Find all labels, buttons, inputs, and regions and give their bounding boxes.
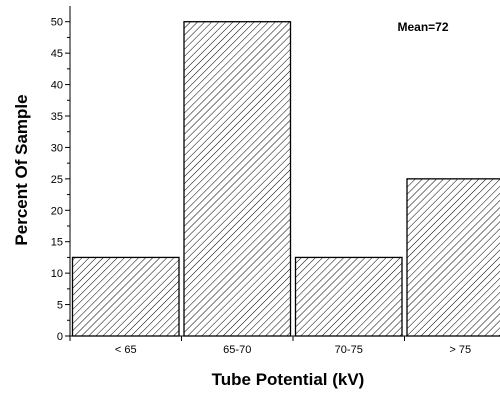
bar-4 xyxy=(406,178,500,337)
mean-annotation: Mean=72 xyxy=(397,20,448,34)
x-axis: < 65 65-70 70-75 > 75 xyxy=(69,335,499,356)
y-tick-label: 0 xyxy=(57,331,63,343)
y-axis: 0 5 10 15 20 25 30 35 40 45 50 xyxy=(51,6,71,343)
y-tick-label: 40 xyxy=(51,80,63,92)
bar-2 xyxy=(183,21,292,337)
y-tick-label: 50 xyxy=(51,17,63,29)
x-axis-title: Tube Potential (kV) xyxy=(212,370,365,389)
y-tick-label: 15 xyxy=(51,237,63,249)
y-tick-label: 20 xyxy=(51,205,63,217)
x-tick-label: < 65 xyxy=(115,344,137,356)
bar-1 xyxy=(71,256,180,337)
x-tick-label: 65-70 xyxy=(223,344,251,356)
bar-3 xyxy=(294,256,403,337)
y-tick-label: 5 xyxy=(57,300,63,312)
x-tick-label: > 75 xyxy=(449,344,471,356)
x-tick-label: 70-75 xyxy=(335,344,363,356)
y-tick-label: 10 xyxy=(51,268,63,280)
y-tick-label: 30 xyxy=(51,142,63,154)
y-tick-label: 25 xyxy=(51,174,63,186)
y-axis-title: Percent Of Sample xyxy=(12,94,31,245)
bars-group xyxy=(71,21,500,337)
y-tick-label: 35 xyxy=(51,111,63,123)
y-tick-label: 45 xyxy=(51,48,63,60)
